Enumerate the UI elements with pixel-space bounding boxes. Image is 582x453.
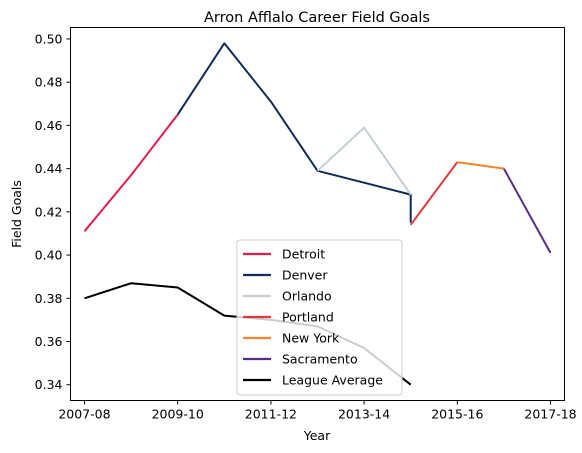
y-tick-label: 0.34 [35, 377, 63, 392]
legend-label: Sacramento [282, 352, 358, 367]
series-line-portland [409, 161, 459, 226]
legend-label: New York [282, 331, 340, 346]
plot-frame [70, 27, 565, 401]
x-tick-label: 2007-08 [58, 407, 110, 422]
y-tick-label: 0.40 [35, 248, 63, 263]
y-axis-label: Field Goals [9, 180, 24, 248]
y-tick-label: 0.36 [35, 334, 63, 349]
y-tick-label: 0.48 [35, 75, 63, 90]
x-tick-label: 2017-18 [524, 407, 576, 422]
legend-label: Denver [282, 268, 328, 283]
y-tick-label: 0.44 [35, 161, 63, 176]
series-line-sacramento [503, 168, 552, 254]
series-line-denver [176, 42, 412, 223]
chart-title: Arron Afflalo Career Field Goals [204, 10, 430, 26]
series-line-detroit [83, 113, 179, 232]
y-tick-label: 0.46 [35, 118, 63, 133]
x-tick-label: 2015-16 [431, 407, 483, 422]
x-axis: 2007-08 2009-10 2011-12 2013-14 2015-16 2017-… [58, 400, 577, 422]
legend-label: Detroit [282, 247, 325, 262]
y-tick-label: 0.42 [35, 204, 63, 219]
series-line-new-york [457, 161, 505, 170]
x-tick-label: 2009-10 [152, 407, 204, 422]
legend-box [236, 239, 403, 396]
y-tick-label: 0.38 [35, 291, 63, 306]
legend-label: League Average [282, 373, 383, 388]
y-tick-label: 0.50 [35, 31, 63, 46]
x-tick-label: 2013-14 [338, 407, 390, 422]
legend: Detroit Denver Orlando Portland New York Sacr… [236, 239, 403, 396]
legend-label: Orlando [282, 289, 332, 304]
series-line-orlando [316, 126, 412, 196]
legend-label: Portland [282, 310, 334, 325]
x-tick-label: 2011-12 [245, 407, 297, 422]
x-axis-label: Year [303, 428, 331, 443]
y-axis: 0.34 0.36 0.38 0.40 0.42 0.44 0.46 0.48 0.50 [35, 31, 71, 392]
